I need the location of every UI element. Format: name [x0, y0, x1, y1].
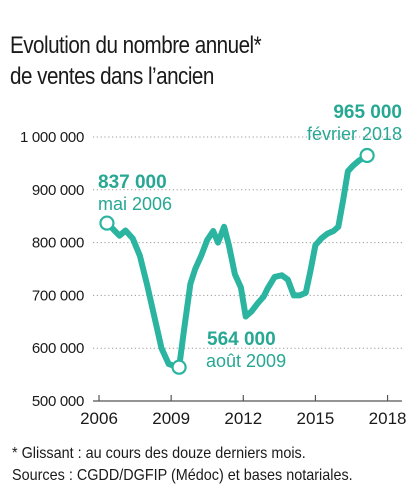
annotation-marker [359, 147, 375, 164]
x-tick-label: 2012 [224, 409, 262, 428]
y-tick-label: 1 000 000 [20, 129, 84, 146]
y-tick-label: 700 000 [32, 287, 84, 304]
x-axis [93, 395, 402, 402]
y-tick-label: 900 000 [32, 182, 84, 199]
series-line [103, 152, 371, 371]
chart-title-line-1: Evolution du nombre annuel* [10, 32, 262, 59]
chart-notes: * Glissant : au cours des douze derniers… [12, 443, 372, 487]
x-tick-label: 2006 [80, 409, 118, 428]
y-tick-label: 800 000 [32, 235, 84, 252]
annotation-label: mai 2006 [98, 194, 172, 214]
x-tick-label: 2015 [297, 409, 335, 428]
x-tick-label: 2018 [369, 409, 407, 428]
annotation-marker [99, 215, 115, 231]
sources-note: Sources : CGDD/DGFIP (Médoc) et bases no… [12, 467, 353, 484]
chart-title: Evolution du nombre annuel* de ventes da… [10, 30, 354, 92]
y-tick-label: 600 000 [32, 340, 84, 357]
annotation-label: août 2009 [206, 351, 286, 371]
x-tick-label: 2009 [152, 409, 190, 428]
y-axis-tick-labels: 500 000 600 000 700 000 800 000 900 000 1 000… [20, 129, 84, 410]
annotation-value: 564 000 [207, 329, 276, 350]
y-tick-label: 500 000 [32, 393, 84, 410]
annotation-marker [171, 359, 187, 375]
x-axis-tick-labels: 2006 2009 2012 2015 2018 [80, 409, 406, 428]
annotation-value: 837 000 [98, 172, 167, 193]
footnote: * Glissant : au cours des douze derniers… [12, 445, 306, 462]
annotation-value: 965 000 [333, 102, 402, 123]
chart-title-line-2: de ventes dans l’ancien [10, 63, 214, 90]
series-line-group [103, 152, 371, 371]
annotation-label: février 2018 [307, 124, 402, 144]
